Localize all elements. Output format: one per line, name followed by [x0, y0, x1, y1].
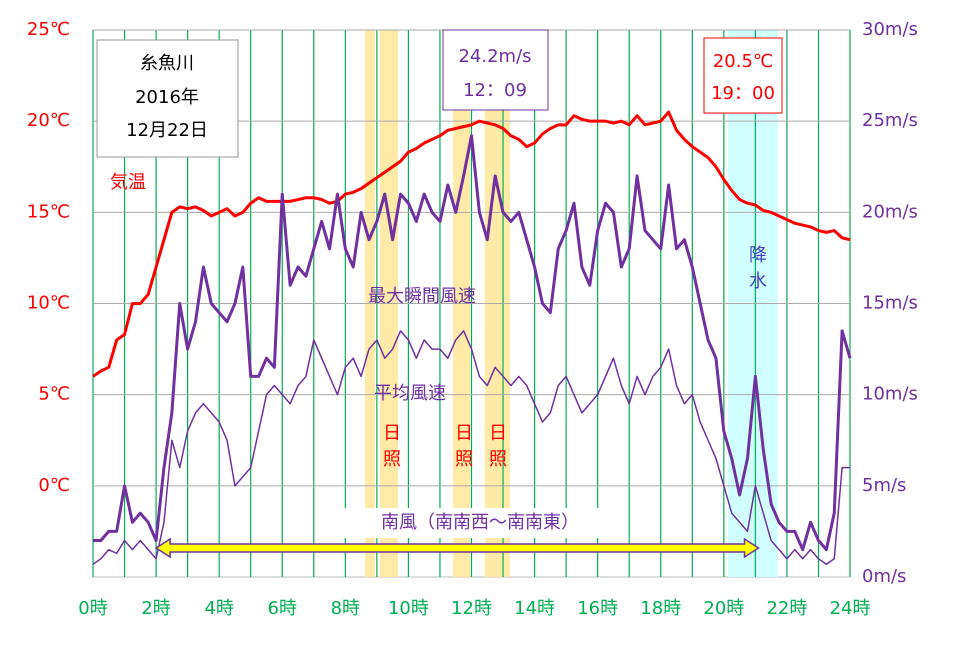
- x-tick-label: 10時: [388, 598, 429, 619]
- lines: [92, 110, 852, 565]
- sun-label: 日照: [380, 423, 401, 475]
- x-tick-label: 6時: [268, 598, 297, 619]
- series-line: [92, 110, 851, 378]
- grid: [92, 29, 851, 577]
- x-tick-label: 24時: [830, 598, 871, 619]
- y-tick-label: 0℃: [38, 475, 70, 496]
- y2-tick-label: 0m/s: [862, 566, 906, 587]
- precip-label: 降水: [746, 245, 767, 297]
- y2-tick-label: 10m/s: [862, 384, 918, 405]
- annotations: 糸魚川 2016年 12月22日 気温 最大瞬間風速 平均風速 日照 日照 日照…: [96, 29, 783, 538]
- series-line: [92, 330, 850, 565]
- y2-tick-label: 15m/s: [862, 293, 918, 314]
- temp-label: 気温: [110, 172, 146, 193]
- y2-tick-label: 5m/s: [862, 475, 906, 496]
- temp-callout: [703, 37, 783, 114]
- y-tick-label: 10℃: [27, 293, 70, 314]
- x-tick-label: 2時: [141, 598, 170, 619]
- callout-text: 24.2m/s: [458, 46, 531, 67]
- series-line: [93, 134, 852, 552]
- title-box: [96, 39, 239, 158]
- wind-dir-bg: [335, 508, 625, 538]
- title: 糸魚川: [140, 53, 194, 74]
- y2-tick-label: 25m/s: [862, 110, 918, 131]
- y2-tick-label: 20m/s: [862, 201, 918, 222]
- wind-dir-label: 南風（南南西～南南東）: [381, 512, 579, 533]
- y-tick-label: 25℃: [27, 19, 70, 40]
- sun-label: 日照: [486, 423, 507, 475]
- mean-label: 平均風速: [374, 383, 446, 404]
- gust-callout: [442, 29, 549, 111]
- y-tick-label: 15℃: [27, 201, 70, 222]
- x-tick-label: 12時: [451, 598, 492, 619]
- x-tick-label: 20時: [703, 598, 744, 619]
- x-tick-label: 0時: [78, 598, 107, 619]
- callout-text: 20.5℃: [713, 51, 773, 72]
- callout-text: 12：09: [463, 80, 527, 101]
- sun-label: 日照: [452, 423, 473, 475]
- y-tick-label: 20℃: [27, 110, 70, 131]
- x-tick-label: 22時: [766, 598, 807, 619]
- callout-text: 19：00: [711, 83, 775, 104]
- y2-tick-label: 30m/s: [862, 19, 918, 40]
- wind-dir-arrow: [154, 537, 760, 559]
- title: 12月22日: [126, 120, 208, 141]
- gust-label: 最大瞬間風速: [368, 286, 476, 307]
- x-tick-label: 4時: [204, 598, 233, 619]
- x-tick-label: 18時: [640, 598, 681, 619]
- title: 2016年: [135, 87, 199, 108]
- x-tick-label: 14時: [514, 598, 555, 619]
- y-tick-label: 5℃: [38, 384, 70, 405]
- x-tick-label: 16時: [577, 598, 618, 619]
- x-tick-label: 8時: [331, 598, 360, 619]
